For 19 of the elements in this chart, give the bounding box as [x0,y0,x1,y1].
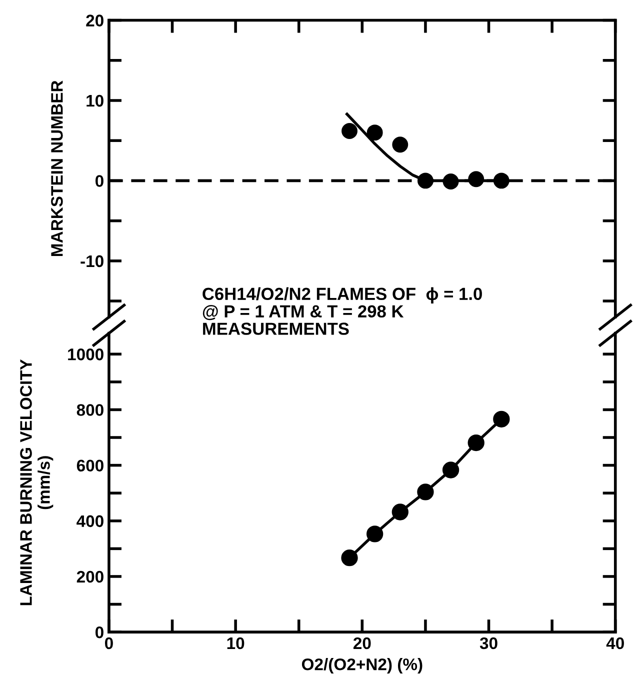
y-tick-label: 0 [96,626,104,638]
x-tick-label: 0 [104,637,113,650]
y-tick-label: 600 [76,460,104,472]
y-tick-label: 1000 [68,348,104,360]
x-tick-label: 30 [480,637,498,650]
y-axis-title: LAMINAR BURNING VELOCITY (mm/s) [20,359,54,606]
y-tick-label: 20 [86,14,104,26]
y-tick-label: -10 [80,255,104,268]
x-tick-label: 20 [353,637,371,650]
y-tick-label: 10 [86,94,104,107]
y-tick-label: 200 [76,570,104,583]
annotation: C6H14/O2/N2 FLAMES OF ϕ = 1.0 @ P = 1 ATM & T = 298 K MEASUREMENTS [202,287,482,335]
y-tick-label: 800 [76,404,104,416]
y-tick-label: 400 [76,515,104,528]
y-axis-title: MARKSTEIN NUMBER [51,80,63,256]
x-tick-label: 10 [227,637,244,650]
x-axis-title: O2/(O2+N2) (%) [302,658,422,674]
x-tick-label: 40 [606,637,624,650]
y-tick-label: 0 [96,175,104,187]
